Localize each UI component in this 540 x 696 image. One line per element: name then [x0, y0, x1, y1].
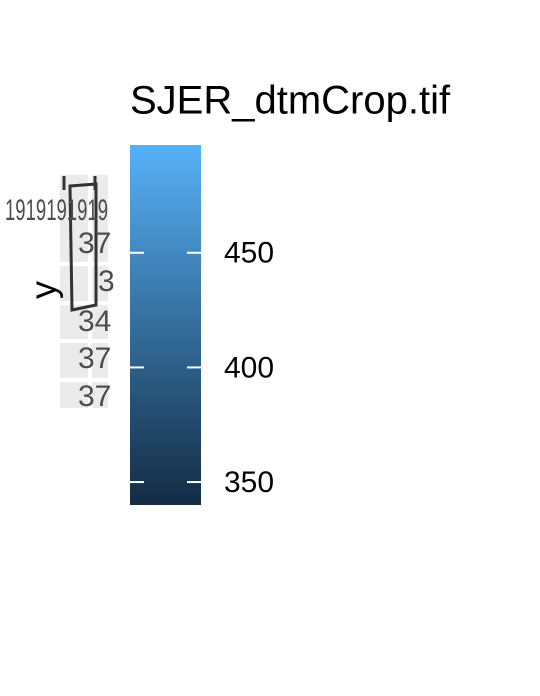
y-tick-label: 3 [98, 265, 115, 298]
colorbar [130, 145, 201, 505]
colorbar-tick-label: 400 [224, 351, 274, 384]
panel-background [60, 175, 108, 408]
x-tick-label: 1919191919 [5, 194, 108, 227]
y-tick-label: 37 [78, 380, 111, 413]
y-axis-label: y [23, 281, 64, 299]
colorbar-tick-label: 350 [224, 466, 274, 499]
legend-title: SJER_dtmCrop.tif [130, 79, 451, 123]
y-tick-label: 37 [78, 227, 111, 260]
panel [60, 175, 108, 408]
raster-outline [62, 176, 98, 312]
y-tick-label: 37 [78, 342, 111, 375]
colorbar-tick-label: 450 [224, 237, 274, 270]
y-tick-label: 34 [78, 305, 111, 338]
